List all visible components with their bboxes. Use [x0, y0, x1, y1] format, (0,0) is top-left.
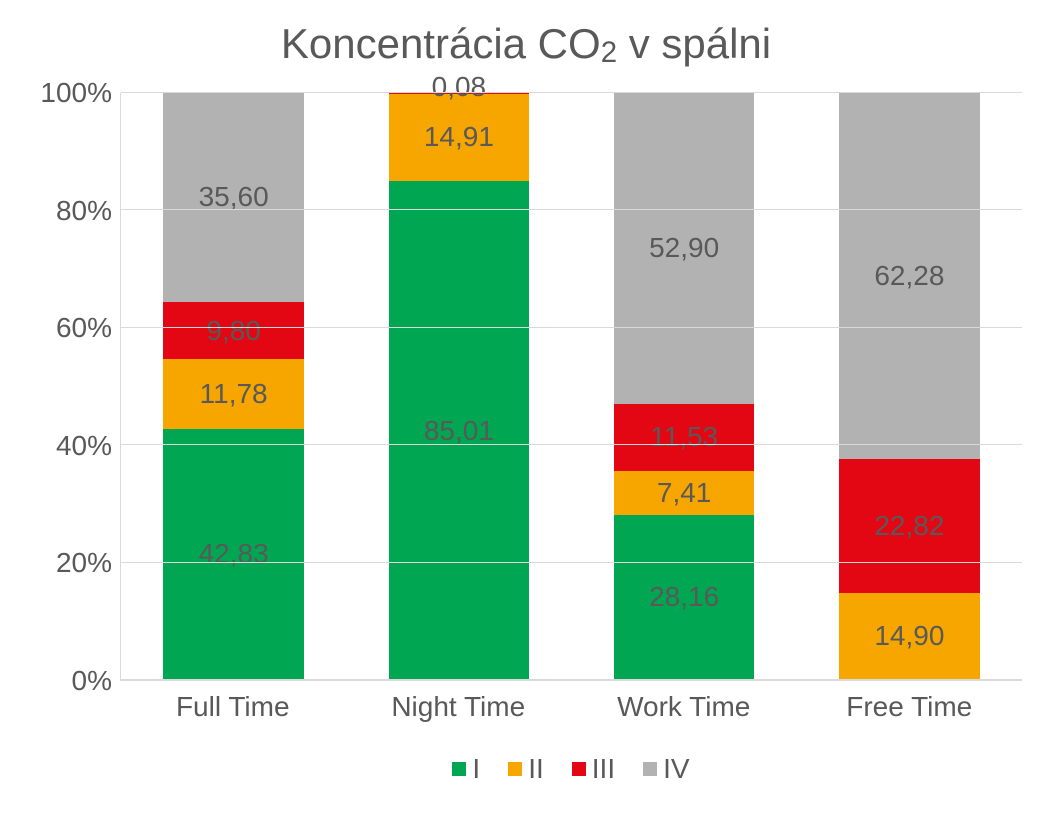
segment-value-label: 42,83	[199, 538, 269, 570]
legend-swatch	[452, 762, 466, 776]
stacked-bar: 14,90 22,82 62,28	[839, 93, 980, 680]
y-tick-label: 40%	[56, 430, 112, 462]
gridline	[121, 444, 1022, 445]
gridline	[121, 209, 1022, 210]
bar-segment: 7,41	[614, 471, 755, 514]
gridline	[121, 327, 1022, 328]
title-sub: 2	[601, 36, 617, 69]
segment-value-label: 11,78	[200, 378, 268, 410]
legend-swatch	[508, 762, 522, 776]
gridline	[121, 92, 1022, 93]
bar-group: 42,83 11,78 9,80 35,60	[144, 93, 324, 680]
segment-value-label: 9,80	[206, 315, 261, 347]
bar-segment: 52,90	[614, 93, 755, 404]
legend-item: IV	[643, 753, 689, 785]
segment-value-label: 7,41	[657, 477, 712, 509]
bars-row: 42,8311,789,8035,6085,0114,910,0828,167,…	[121, 93, 1022, 680]
bar-segment: 14,91	[389, 93, 530, 181]
legend-item: I	[452, 753, 480, 785]
x-axis-label: Work Time	[594, 691, 774, 723]
bar-segment: 35,60	[163, 93, 304, 302]
segment-value-label: 52,90	[649, 232, 719, 264]
stacked-bar: 85,0114,910,08	[389, 93, 530, 680]
x-axis-label: Free Time	[819, 691, 999, 723]
bar-segment: 11,78	[163, 359, 304, 428]
bar-segment: 85,01	[389, 181, 530, 680]
segment-value-label: 28,16	[649, 581, 719, 613]
gridline	[121, 562, 1022, 563]
bar-group: 14,90 22,82 62,28	[819, 93, 999, 680]
bar-segment: 14,90	[839, 593, 980, 680]
legend-label: I	[472, 753, 480, 785]
legend-item: II	[508, 753, 544, 785]
chart-container: Koncentrácia CO2 v spálni 0% 20% 40% 60% 80%…	[30, 20, 1022, 785]
segment-value-label: 62,28	[874, 260, 944, 292]
gridline	[121, 679, 1022, 680]
y-tick-label: 80%	[56, 195, 112, 227]
legend-item: III	[572, 753, 615, 785]
stacked-bar: 28,16 7,41 11,53 52,90	[614, 93, 755, 680]
legend: IIIIIIIV	[120, 753, 1022, 785]
x-axis-label: Night Time	[368, 691, 548, 723]
title-post: v spálni	[617, 20, 771, 67]
legend-label: IV	[663, 753, 689, 785]
y-axis: 0%20%40%60%80%100%	[30, 93, 120, 681]
legend-swatch	[572, 762, 586, 776]
bar-segment: 28,16	[614, 515, 755, 680]
segment-value-label: 85,01	[424, 415, 494, 447]
legend-swatch	[643, 762, 657, 776]
segment-value-label: 14,91	[424, 121, 494, 153]
bar-segment: 22,82	[839, 459, 980, 593]
y-tick-label: 60%	[56, 312, 112, 344]
x-axis-labels: Full Time Night Time Work Time Free Time	[120, 691, 1022, 723]
bar-group: 28,16 7,41 11,53 52,90	[594, 93, 774, 680]
chart-title: Koncentrácia CO2 v spálni	[30, 20, 1022, 68]
stacked-bar: 42,83 11,78 9,80 35,60	[163, 93, 304, 680]
bar-segment: 9,80	[163, 302, 304, 360]
y-tick-label: 100%	[40, 77, 112, 109]
segment-value-label: 11,53	[650, 421, 718, 453]
x-axis-label: Full Time	[143, 691, 323, 723]
legend-label: III	[592, 753, 615, 785]
bar-segment: 62,28	[839, 93, 980, 459]
legend-label: II	[528, 753, 544, 785]
segment-value-label: 14,90	[874, 620, 944, 652]
y-tick-label: 20%	[56, 547, 112, 579]
bar-segment: 42,83	[163, 429, 304, 680]
title-pre: Koncentrácia CO	[281, 20, 601, 67]
bar-group: 85,0114,910,08	[369, 93, 549, 680]
y-tick-label: 0%	[72, 665, 112, 697]
bar-segment: 11,53	[614, 404, 755, 472]
plot-area: 0%20%40%60%80%100% 42,8311,789,8035,6085…	[30, 93, 1022, 681]
bars-region: 42,8311,789,8035,6085,0114,910,0828,167,…	[120, 93, 1022, 681]
segment-value-label: 0,08	[432, 71, 487, 103]
segment-value-label: 22,82	[874, 510, 944, 542]
